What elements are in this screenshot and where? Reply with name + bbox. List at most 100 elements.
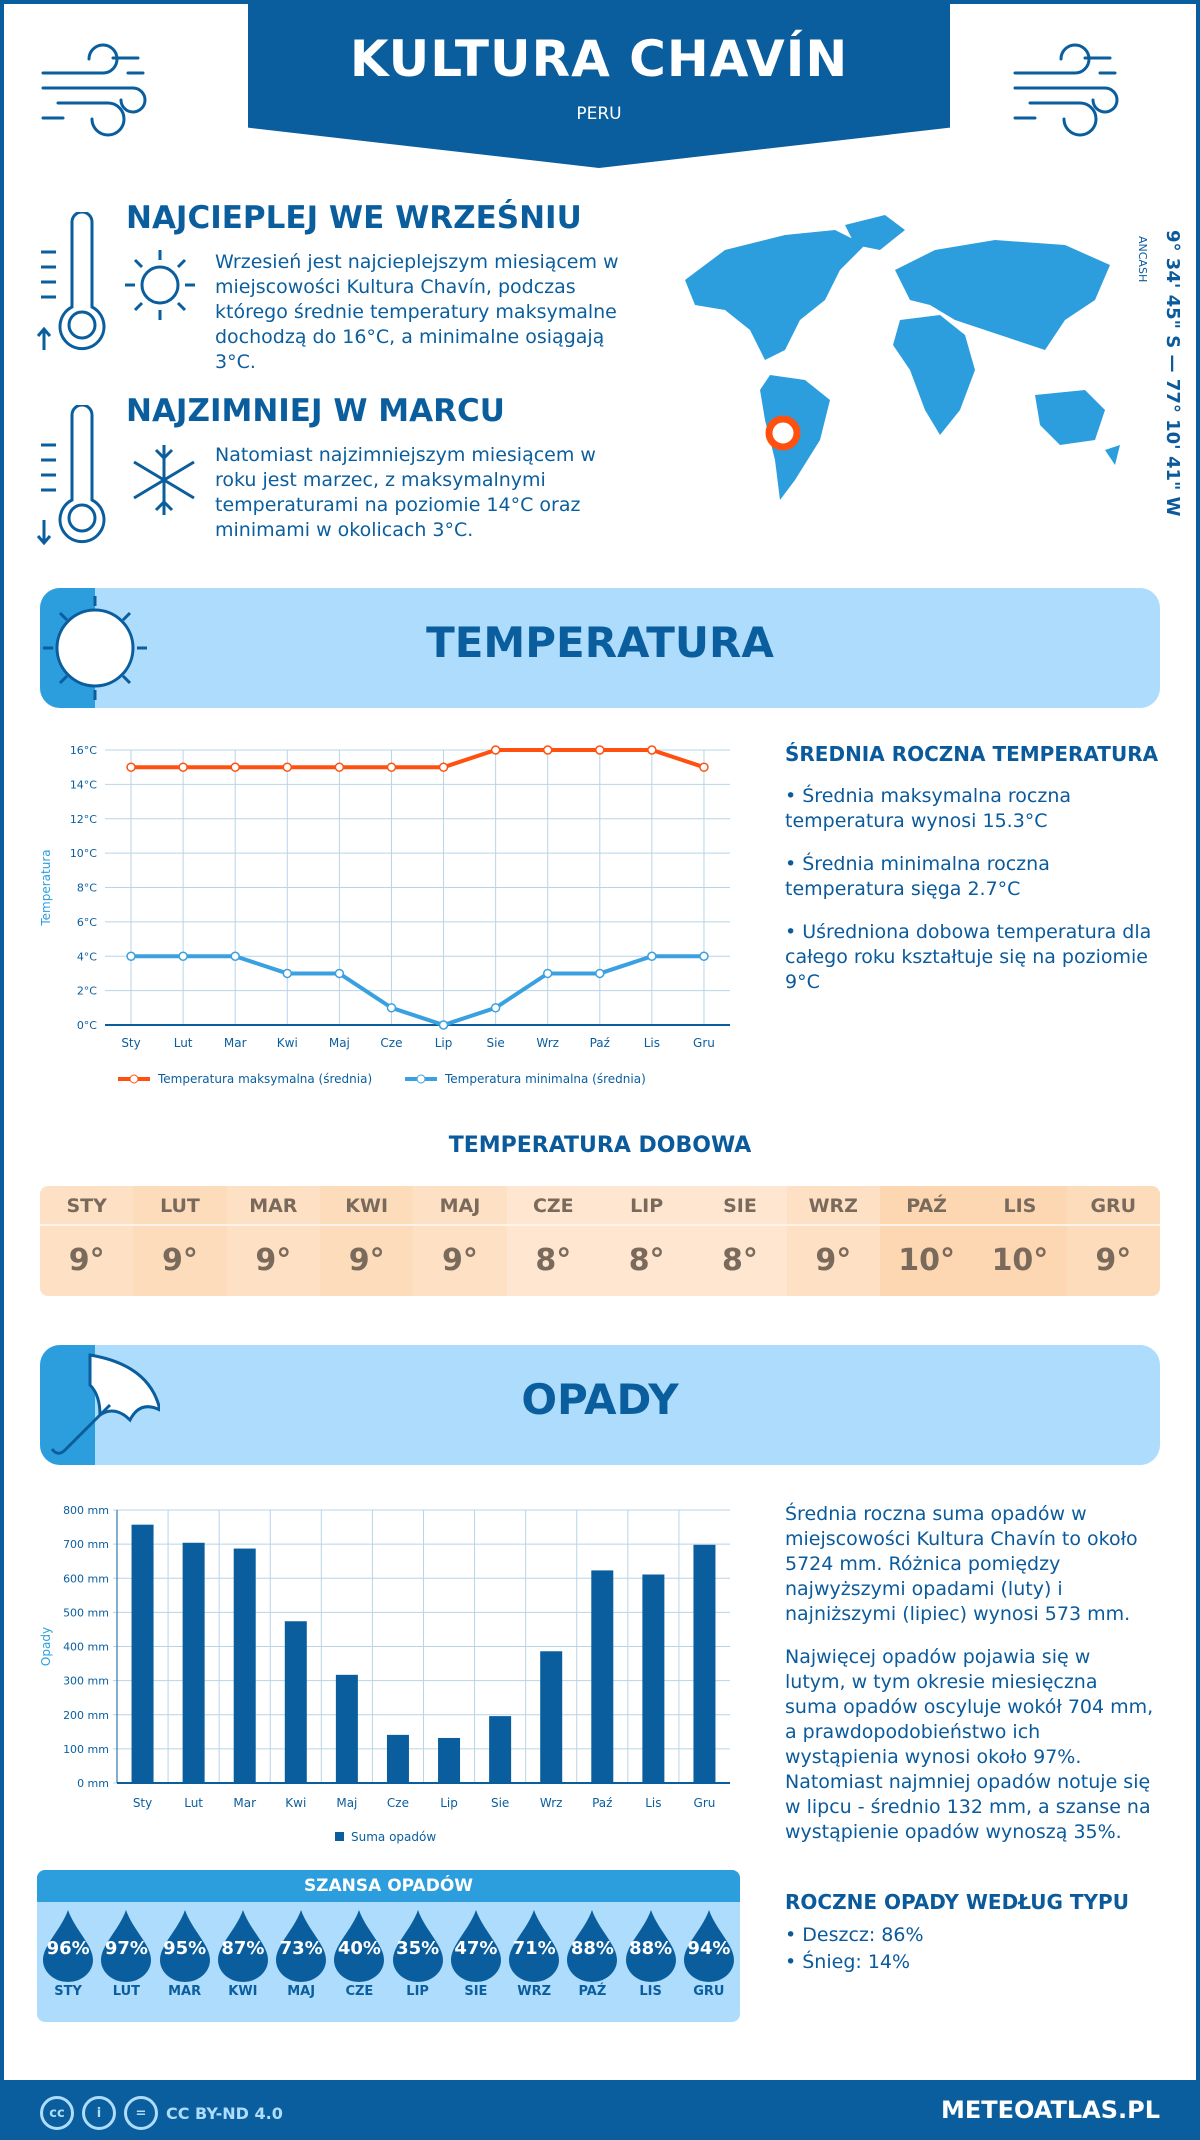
daily-cell: CZE 8° bbox=[506, 1186, 600, 1296]
bar bbox=[489, 1716, 512, 1783]
coldest-title: NAJZIMNIEJ W MARCU bbox=[126, 393, 505, 429]
daily-value: 9° bbox=[442, 1243, 478, 1278]
raindrop-icon bbox=[43, 1910, 94, 1982]
cc-icon: cc bbox=[40, 2096, 74, 2130]
y-tick-label: 300 mm bbox=[63, 1675, 109, 1688]
precipitation-banner: OPADY bbox=[40, 1345, 1160, 1465]
precip-chance-month: LUT bbox=[112, 1984, 140, 1999]
thermometer-up-icon bbox=[36, 212, 106, 351]
temperature-banner: TEMPERATURA bbox=[40, 588, 1160, 708]
y-tick-label: 400 mm bbox=[63, 1641, 109, 1654]
x-tick-label: Lis bbox=[644, 1036, 660, 1050]
y-tick-label: 0 mm bbox=[77, 1777, 109, 1790]
legend-swatch bbox=[335, 1832, 344, 1841]
snowflake-icon bbox=[133, 445, 195, 515]
y-tick-label: 8°C bbox=[77, 882, 97, 895]
thermometer-down-icon bbox=[36, 405, 106, 546]
precipitation-chart: 0 mm 100 mm 200 mm 300 mm 400 mm 500 mm 600 mm… bbox=[39, 1504, 730, 1844]
site-link[interactable]: METEOATLAS.PL bbox=[940, 2096, 1160, 2124]
daily-month: SIE bbox=[693, 1186, 787, 1226]
raindrop-icon bbox=[217, 1910, 268, 1982]
x-tick-label: Cze bbox=[387, 1796, 409, 1810]
precip-chance-month: KWI bbox=[228, 1984, 258, 1999]
x-tick-label: Maj bbox=[336, 1796, 357, 1810]
y-tick-label: 12°C bbox=[70, 813, 97, 826]
precip-chance-item: 88% LIS bbox=[623, 1910, 679, 1999]
precip-chance-value: 94% bbox=[687, 1938, 731, 1959]
daily-temperature-title: TEMPERATURA DOBOWA bbox=[448, 1133, 752, 1158]
precip-chance-item: 97% LUT bbox=[98, 1910, 154, 1999]
header-banner: KULTURA CHAVÍN PERU bbox=[248, 0, 950, 168]
legend-label: Suma opadów bbox=[351, 1830, 436, 1844]
data-point bbox=[178, 951, 188, 961]
data-point bbox=[647, 951, 657, 961]
bar bbox=[693, 1544, 716, 1783]
sun-icon bbox=[43, 596, 147, 700]
hottest-text: Wrzesień jest najcieplejszym miesiącem w… bbox=[215, 251, 619, 373]
precip-chance-value: 35% bbox=[396, 1938, 440, 1959]
y-tick-label: 800 mm bbox=[63, 1504, 109, 1517]
bar bbox=[540, 1651, 563, 1783]
daily-month: WRZ bbox=[786, 1186, 880, 1226]
daily-value: 10° bbox=[991, 1243, 1049, 1278]
data-point bbox=[334, 968, 345, 979]
precip-type-box: ROCZNE OPADY WEDŁUG TYPU • Deszcz: 86% •… bbox=[785, 1890, 1155, 1976]
x-tick-label: Kwi bbox=[277, 1036, 298, 1050]
precipitation-heading: OPADY bbox=[521, 1375, 679, 1424]
location-marker bbox=[765, 415, 801, 451]
daily-month: STY bbox=[40, 1186, 134, 1226]
daily-month: LIS bbox=[973, 1186, 1067, 1226]
precip-type-title: ROCZNE OPADY WEDŁUG TYPU bbox=[785, 1890, 1129, 1914]
x-tick-label: Gru bbox=[693, 1036, 715, 1050]
y-tick-label: 10°C bbox=[70, 847, 97, 860]
precip-chance-value: 71% bbox=[512, 1938, 556, 1959]
daily-cell: MAJ 9° bbox=[413, 1186, 507, 1296]
raindrop-icon bbox=[334, 1910, 385, 1982]
daily-value: 9° bbox=[815, 1243, 852, 1278]
precip-chance-value: 88% bbox=[570, 1938, 614, 1959]
coldest-text: Natomiast najzimniejszym miesiącem w rok… bbox=[215, 444, 596, 541]
daily-cell: WRZ 9° bbox=[786, 1186, 880, 1296]
license[interactable]: cc i = CC BY-ND 4.0 bbox=[40, 2096, 283, 2130]
series-line bbox=[131, 954, 704, 1028]
precip-chance-value: 97% bbox=[104, 1938, 148, 1959]
daily-month: MAR bbox=[226, 1186, 320, 1226]
daily-temperature-table: STY 9° LUT 9° MAR 9° KWI 9° MAJ 9° CZE 8° LIP 8° SIE 8°… bbox=[40, 1186, 1160, 1296]
daily-month: GRU bbox=[1066, 1186, 1160, 1226]
data-point bbox=[438, 762, 449, 772]
daily-month: MAJ bbox=[413, 1186, 507, 1226]
legend-marker bbox=[129, 1074, 139, 1084]
precip-chance-month: STY bbox=[54, 1984, 82, 1999]
precip-chance-item: 40% CZE bbox=[331, 1910, 387, 1999]
daily-month: PAŹ bbox=[879, 1186, 974, 1226]
raindrop-icon bbox=[159, 1910, 210, 1982]
precip-chance-title: SZANSA OPADÓW bbox=[37, 1870, 740, 1902]
precip-chance-item: 35% LIP bbox=[390, 1910, 446, 1999]
data-point bbox=[282, 968, 293, 979]
wind-icon-left bbox=[41, 43, 147, 137]
precip-chance-item: 95% MAR bbox=[157, 1910, 213, 1999]
y-tick-label: 6°C bbox=[77, 916, 97, 929]
data-point bbox=[178, 762, 188, 772]
y-tick-label: 14°C bbox=[70, 778, 97, 791]
data-point bbox=[647, 745, 657, 755]
y-tick-label: 100 mm bbox=[63, 1743, 109, 1756]
temperature-chart: 0°C 2°C 4°C 6°C 8°C 10°C 12°C 14°C 16°C Sty Lut Mar… bbox=[39, 744, 730, 1086]
coordinates: 9° 34' 45" S — 77° 10' 41" W bbox=[1162, 230, 1183, 517]
umbrella-rain-icon bbox=[50, 1353, 160, 1455]
temperature-heading: TEMPERATURA bbox=[426, 618, 774, 667]
data-point bbox=[282, 762, 293, 772]
x-tick-label: Lip bbox=[440, 1796, 458, 1810]
daily-cell: SIE 8° bbox=[693, 1186, 787, 1296]
precip-chance-month: MAR bbox=[168, 1984, 202, 1999]
bar bbox=[335, 1674, 358, 1783]
precip-chance-item: 94% GRU bbox=[681, 1910, 737, 1999]
raindrop-icon bbox=[450, 1910, 501, 1982]
daily-month: CZE bbox=[506, 1186, 600, 1226]
legend-label: Temperatura maksymalna (średnia) bbox=[157, 1072, 372, 1086]
raindrop-icon bbox=[683, 1910, 734, 1982]
daily-month: KWI bbox=[319, 1186, 414, 1226]
x-tick-label: Sie bbox=[486, 1036, 504, 1050]
data-point bbox=[230, 762, 240, 772]
daily-cell: PAŹ 10° bbox=[879, 1186, 974, 1296]
